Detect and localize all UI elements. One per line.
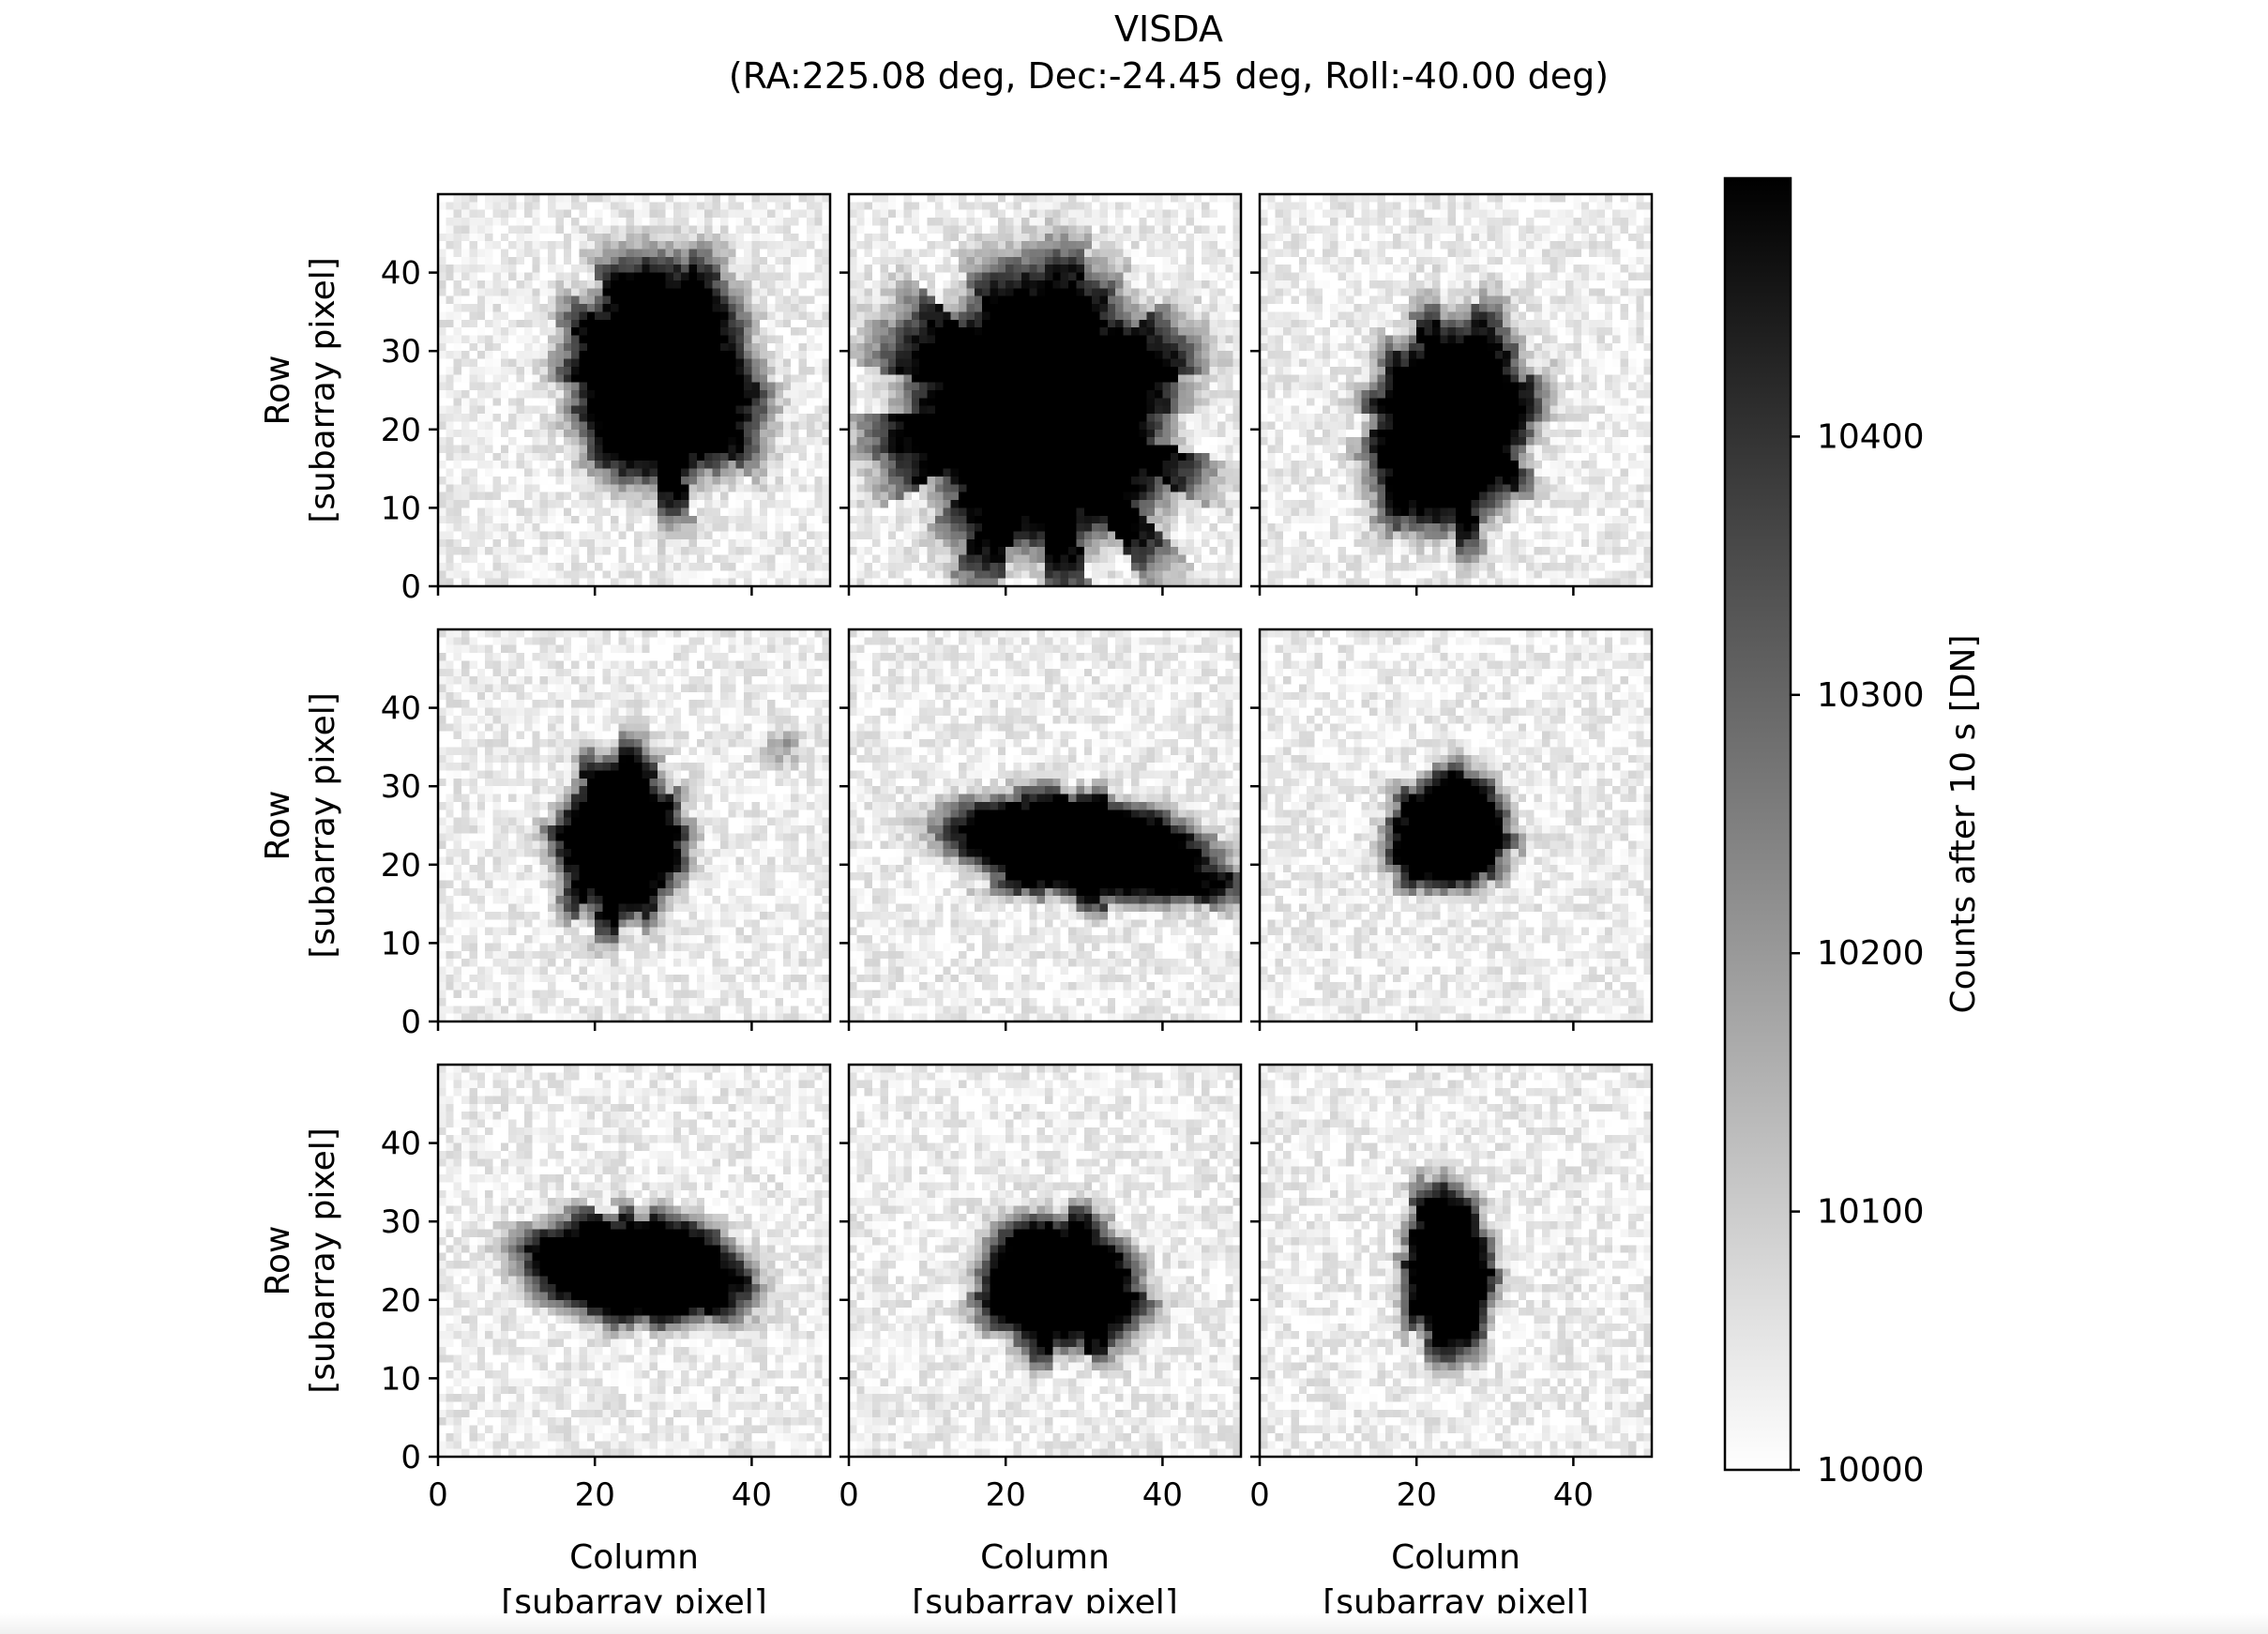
chart-title: VISDA [1114, 8, 1223, 50]
y-tick-label: 40 [381, 690, 421, 728]
panel-image [438, 629, 830, 1021]
y-tick-label: 10 [381, 925, 421, 962]
x-axis-label: Column [980, 1538, 1110, 1577]
y-axis-unit-label: [subarray pixel] [304, 257, 342, 523]
colorbar-tick-label: 10200 [1817, 934, 1925, 973]
colorbar-tick-label: 10000 [1817, 1451, 1925, 1490]
colorbar-tick-label: 10100 [1817, 1193, 1925, 1232]
y-tick-label: 40 [381, 1126, 421, 1163]
panel-frame [1258, 628, 1654, 1023]
y-tick-label: 30 [381, 768, 421, 806]
panel-image [849, 629, 1241, 1021]
y-tick-label: 0 [401, 1439, 421, 1476]
panel-grid: 0 10 20 30 40 0 10 20 30 40 0 20 40 0 10 20 30 40 0 20 40 0 20… [381, 192, 1654, 1514]
panel-image [1260, 629, 1652, 1021]
y-tick-label: 30 [381, 1203, 421, 1241]
x-tick-label: 0 [839, 1476, 859, 1514]
colorbar-gradient [1723, 176, 1792, 1472]
y-tick-label: 10 [381, 490, 421, 527]
colorbar-label: Counts after 10 s [DN] [1944, 635, 1983, 1014]
x-tick-label: 20 [986, 1476, 1026, 1514]
x-tick-label: 20 [1397, 1476, 1437, 1514]
x-tick-label: 0 [1249, 1476, 1270, 1514]
panel-3-3: 0 20 40 [1249, 1063, 1654, 1514]
y-axis-unit-label: [subarray pixel] [304, 1127, 342, 1394]
panel-frame [436, 192, 832, 588]
panel-3-2: 0 20 40 [839, 1063, 1243, 1514]
chart-subtitle: (RA:225.08 deg, Dec:-24.45 deg, Roll:-40… [729, 55, 1609, 97]
y-tick-label: 10 [381, 1360, 421, 1398]
panel-frame [1258, 1063, 1654, 1459]
y-tick-label: 40 [381, 255, 421, 293]
panel-2-2 [839, 628, 1243, 1031]
x-axis-label: Column [569, 1538, 699, 1577]
x-axis-label: Column [1391, 1538, 1520, 1577]
colorbar: 10000 10100 10200 10300 10400 Counts after 10… [1723, 176, 1983, 1490]
panel-image [1260, 1065, 1652, 1457]
panel-1-3 [1250, 192, 1654, 596]
window-bottom-edge [0, 1613, 2268, 1634]
panel-frame [847, 628, 1243, 1023]
y-tick-label: 0 [401, 1004, 421, 1041]
y-tick-label: 20 [381, 412, 421, 449]
panel-1-2 [839, 192, 1243, 596]
x-tick-label: 40 [732, 1476, 772, 1514]
y-axis-unit-label: [subarray pixel] [304, 692, 342, 959]
panel-image [849, 1065, 1241, 1457]
y-tick-label: 20 [381, 1282, 421, 1320]
y-axis-label: Row [259, 791, 297, 861]
panel-image [438, 194, 830, 586]
panel-1-1: 0 10 20 30 40 [381, 192, 832, 606]
panel-2-3 [1250, 628, 1654, 1031]
y-tick-label: 20 [381, 847, 421, 885]
panel-frame [436, 1063, 832, 1459]
x-tick-label: 40 [1142, 1476, 1183, 1514]
y-axis-label: Row [259, 1226, 297, 1296]
panel-image [438, 1065, 830, 1457]
y-tick-label: 0 [401, 568, 421, 606]
panel-frame [847, 192, 1243, 588]
panel-frame [1258, 192, 1654, 588]
x-tick-label: 40 [1553, 1476, 1594, 1514]
panel-frame [847, 1063, 1243, 1459]
x-tick-label: 0 [428, 1476, 448, 1514]
x-tick-label: 20 [575, 1476, 615, 1514]
panel-frame [436, 628, 832, 1023]
panel-2-1: 0 10 20 30 40 [381, 628, 832, 1041]
panel-image [1260, 194, 1652, 586]
y-axis-label: Row [259, 356, 297, 426]
y-tick-label: 30 [381, 333, 421, 371]
panel-image [849, 194, 1241, 586]
colorbar-tick-label: 10300 [1817, 676, 1925, 715]
panel-3-1: 0 20 40 0 10 20 30 40 [381, 1063, 832, 1514]
colorbar-tick-label: 10400 [1817, 417, 1925, 456]
